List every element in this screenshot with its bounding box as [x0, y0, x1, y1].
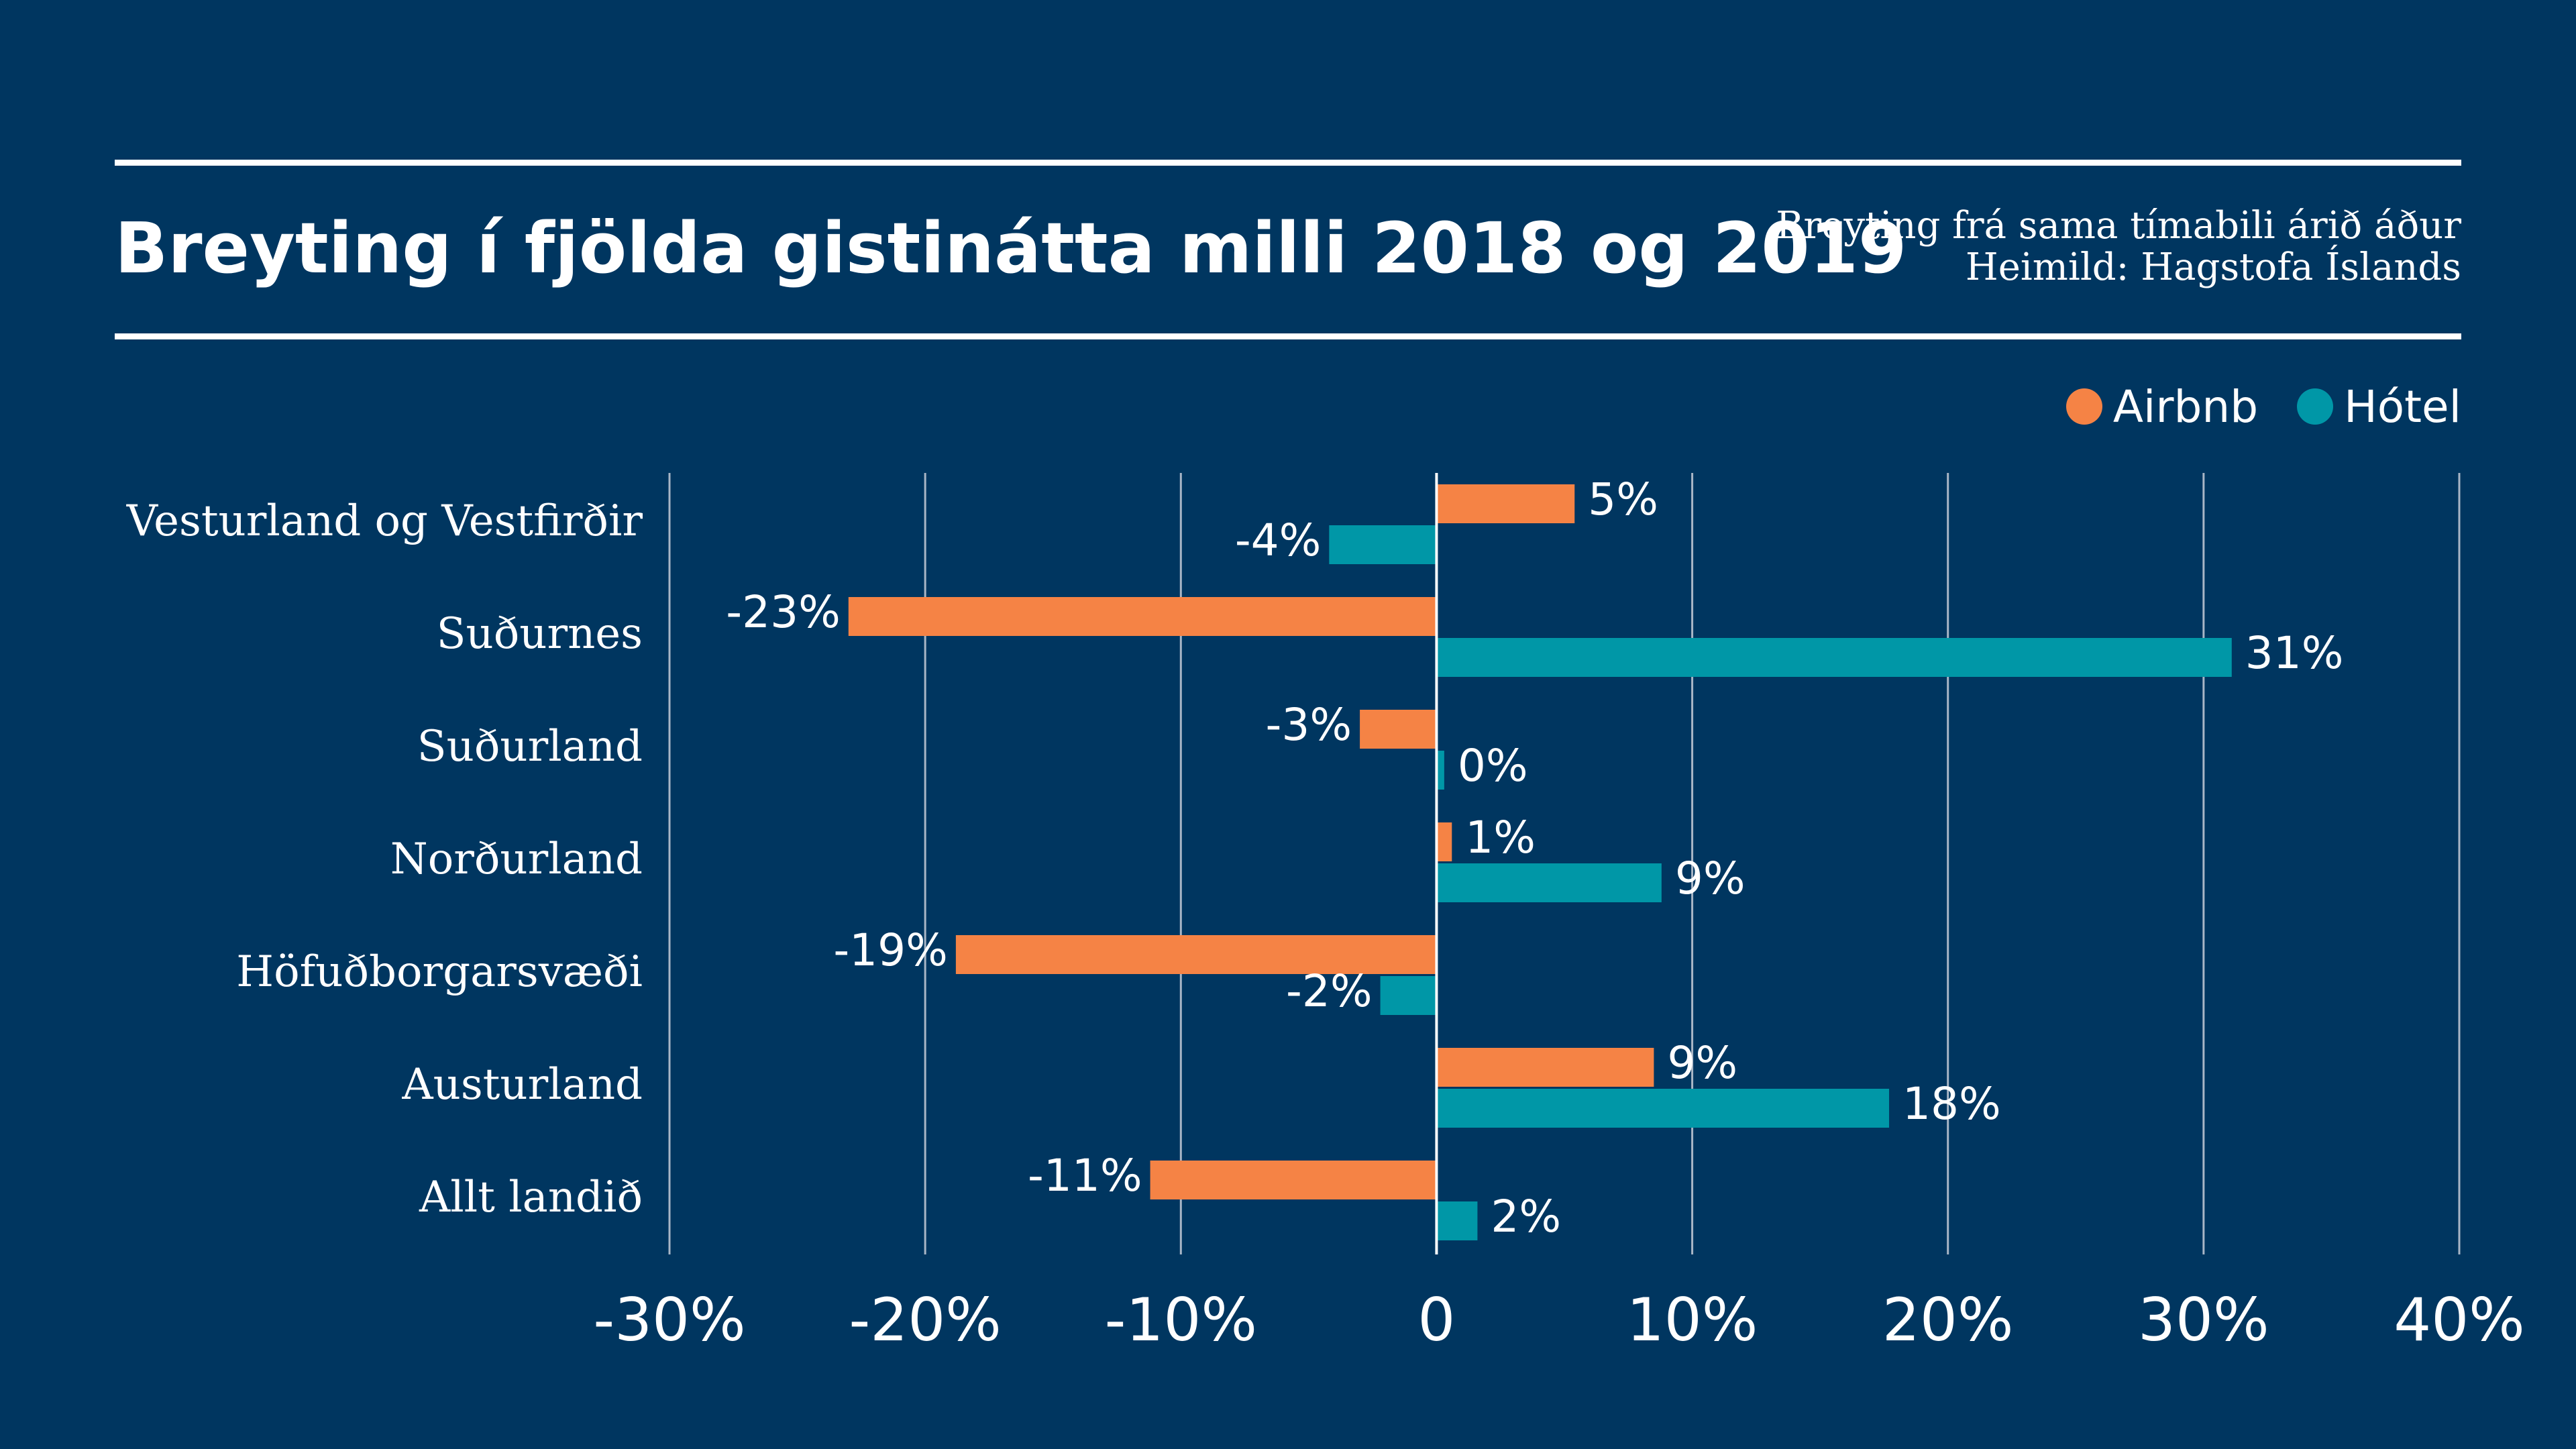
data-label: -3%: [1266, 699, 1352, 751]
chart-title: Breyting í fjölda gistinátta milli 2018 …: [115, 207, 1907, 289]
data-label: 31%: [2245, 627, 2344, 679]
data-label: 5%: [1588, 474, 1658, 525]
category-label: Vesturland og Vestfirðir: [126, 496, 643, 546]
data-label: -23%: [726, 586, 841, 638]
category-label: Suðurnes: [437, 609, 643, 659]
bar-airbnb: [848, 597, 1437, 636]
bottom-rule: [115, 333, 2461, 339]
chart-meta: Breyting frá sama tímabili árið áður Hei…: [1776, 205, 2461, 288]
bar-hotel: [1436, 1201, 1478, 1240]
legend-item-hotel: Hótel: [2297, 381, 2461, 433]
x-tick-label: 0: [1417, 1285, 1455, 1354]
bar-hotel: [1436, 1089, 1890, 1128]
legend-swatch-hotel: [2297, 388, 2334, 425]
bar-airbnb: [1150, 1161, 1437, 1199]
bar-hotel: [1380, 976, 1437, 1015]
bar-airbnb: [1436, 484, 1575, 523]
x-tick-label: 10%: [1627, 1285, 1758, 1354]
bar-hotel: [1436, 638, 2232, 677]
category-label: Norðurland: [390, 835, 643, 884]
bar-airbnb: [1436, 822, 1452, 861]
x-tick-label: -20%: [849, 1285, 1001, 1354]
bar-airbnb: [1360, 710, 1437, 749]
legend-item-airbnb: Airbnb: [2065, 380, 2259, 433]
data-label: -2%: [1286, 965, 1373, 1017]
legend-label-airbnb: Airbnb: [2112, 380, 2259, 433]
category-label: Suðurland: [417, 722, 643, 771]
bar-airbnb: [1436, 1048, 1654, 1087]
chart-source: Heimild: Hagstofa Íslands: [1965, 246, 2461, 289]
bar-hotel: [1436, 751, 1444, 790]
x-tick-label: -10%: [1105, 1285, 1257, 1354]
data-label: -19%: [833, 924, 948, 976]
data-label: 9%: [1667, 1037, 1737, 1089]
data-label: 2%: [1491, 1191, 1561, 1242]
data-label: 0%: [1458, 740, 1528, 792]
data-label: 1%: [1465, 812, 1536, 863]
bar-airbnb: [955, 935, 1437, 974]
bar-hotel: [1329, 525, 1437, 564]
chart-subtitle: Breyting frá sama tímabili árið áður: [1776, 204, 2461, 248]
data-label: 18%: [1902, 1078, 2001, 1130]
bar-hotel: [1436, 863, 1662, 902]
x-tick-label: 30%: [2138, 1285, 2269, 1354]
chart-legend: Airbnb Hótel: [2065, 380, 2461, 433]
x-tick-label: 40%: [2394, 1285, 2525, 1354]
legend-swatch-airbnb: [2065, 388, 2102, 425]
x-tick-label: -30%: [593, 1285, 745, 1354]
legend-label-hotel: Hótel: [2344, 380, 2461, 433]
data-label: -4%: [1235, 515, 1322, 566]
data-label: -11%: [1028, 1150, 1142, 1201]
data-label: 9%: [1675, 853, 1746, 904]
category-label: Allt landið: [419, 1173, 643, 1222]
category-label: Austurland: [401, 1060, 643, 1110]
x-tick-label: 20%: [1882, 1285, 2014, 1354]
category-label: Höfuðborgarsvæði: [236, 947, 643, 997]
top-rule: [115, 160, 2461, 166]
